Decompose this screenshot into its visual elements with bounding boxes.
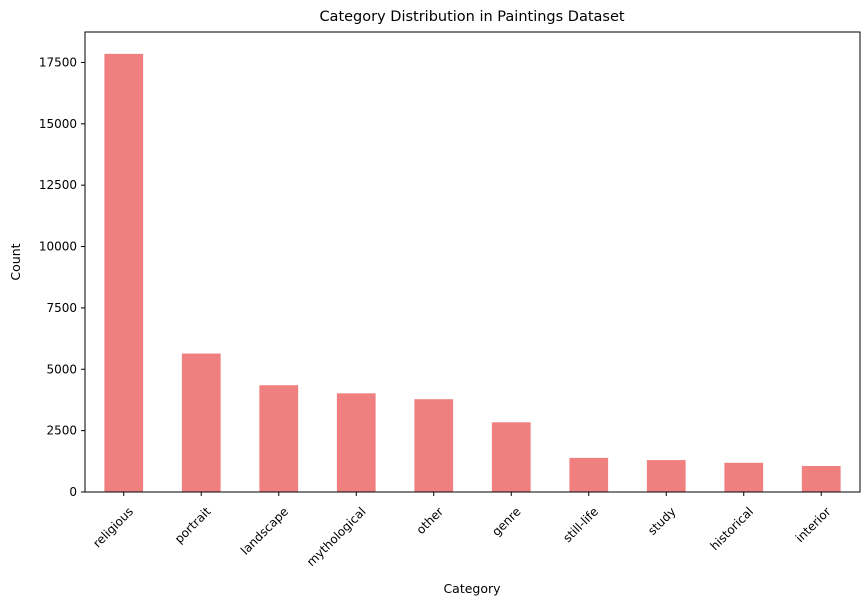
x-tick-label: landscape xyxy=(238,504,291,557)
y-tick-label: 12500 xyxy=(39,178,77,192)
bar-historical xyxy=(724,462,764,492)
bars-group xyxy=(104,53,841,493)
bar-still-life xyxy=(569,457,609,492)
bar-study xyxy=(646,460,686,492)
y-tick-label: 17500 xyxy=(39,55,77,69)
y-axis: 0 2500 5000 7500 10000 12500 15000 17500 xyxy=(39,55,85,499)
y-tick-label: 5000 xyxy=(46,362,77,376)
y-tick-label: 0 xyxy=(69,485,77,499)
bar-religious xyxy=(104,53,144,493)
y-axis-label: Count xyxy=(8,243,23,280)
x-tick-label: religious xyxy=(90,504,136,550)
x-axis: religious portrait landscape mythological ot… xyxy=(90,492,834,569)
bar-other xyxy=(414,399,454,492)
x-tick-label: still-life xyxy=(560,504,601,545)
plot-frame xyxy=(84,31,861,493)
y-tick-label: 7500 xyxy=(46,301,77,315)
x-tick-label: portrait xyxy=(172,504,214,546)
x-axis-label: Category xyxy=(443,581,501,596)
bar-mythological xyxy=(336,393,376,492)
y-tick-label: 10000 xyxy=(39,240,77,254)
bar-portrait xyxy=(181,353,221,492)
chart-title: Category Distribution in Paintings Datas… xyxy=(319,9,624,25)
y-tick-label: 15000 xyxy=(39,117,77,131)
bar-genre xyxy=(491,422,531,492)
y-tick-label: 2500 xyxy=(46,424,77,438)
x-tick-label: other xyxy=(414,504,447,537)
x-tick-label: genre xyxy=(489,504,523,538)
x-tick-label: mythological xyxy=(304,504,369,569)
x-tick-label: historical xyxy=(707,504,756,553)
bar-landscape xyxy=(259,385,299,492)
x-tick-label: study xyxy=(645,504,678,537)
x-tick-label: interior xyxy=(793,504,834,545)
bar-interior xyxy=(801,465,841,492)
